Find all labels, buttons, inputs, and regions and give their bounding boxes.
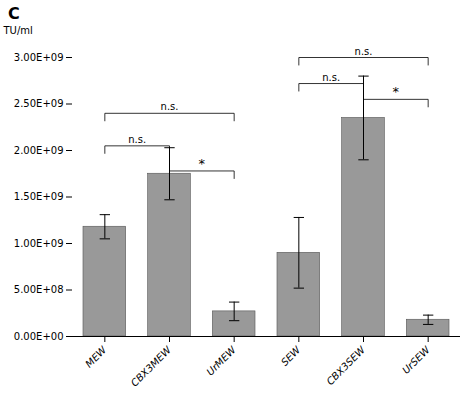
svg-text:2.50E+09: 2.50E+09	[14, 98, 64, 109]
svg-text:MEW: MEW	[83, 343, 109, 369]
svg-text:1.50E+09: 1.50E+09	[14, 191, 64, 202]
svg-text:CBX3MEW: CBX3MEW	[129, 343, 174, 388]
svg-text:n.s.: n.s.	[355, 46, 373, 57]
svg-text:SEW: SEW	[279, 343, 304, 368]
svg-text:TU/ml: TU/ml	[3, 25, 33, 36]
svg-text:n.s.: n.s.	[322, 72, 340, 83]
svg-text:n.s.: n.s.	[128, 134, 146, 145]
svg-text:*: *	[199, 156, 206, 171]
svg-text:UrMEW: UrMEW	[204, 343, 238, 377]
svg-text:5.00E+08: 5.00E+08	[14, 284, 64, 295]
svg-text:n.s.: n.s.	[161, 101, 179, 112]
svg-text:0.00E+00: 0.00E+00	[14, 331, 64, 342]
svg-text:*: *	[393, 84, 400, 99]
svg-text:3.00E+09: 3.00E+09	[14, 52, 64, 63]
svg-text:1.00E+09: 1.00E+09	[14, 238, 64, 249]
svg-text:UrSEW: UrSEW	[400, 343, 433, 376]
html-text:C: C	[8, 4, 20, 23]
svg-text:CBX3SEW: CBX3SEW	[324, 343, 368, 387]
svg-text:2.00E+09: 2.00E+09	[14, 145, 64, 156]
